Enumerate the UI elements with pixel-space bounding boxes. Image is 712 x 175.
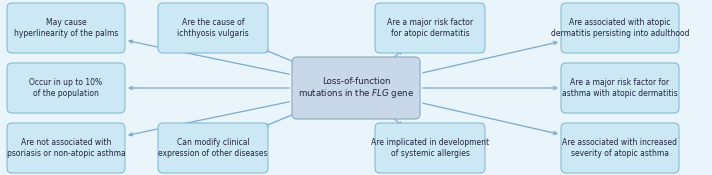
Text: Are associated with increased
severity of atopic asthma: Are associated with increased severity o… <box>562 138 678 158</box>
FancyBboxPatch shape <box>158 123 268 173</box>
FancyBboxPatch shape <box>561 63 679 113</box>
Text: May cause
hyperlinearity of the palms: May cause hyperlinearity of the palms <box>14 18 118 38</box>
Text: Are associated with atopic
dermatitis persisting into adulthood: Are associated with atopic dermatitis pe… <box>551 18 689 38</box>
FancyBboxPatch shape <box>158 3 268 53</box>
FancyBboxPatch shape <box>7 123 125 173</box>
Text: mutations in the $\it{FLG}$ gene: mutations in the $\it{FLG}$ gene <box>298 88 414 100</box>
Text: Are a major risk factor
for atopic dermatitis: Are a major risk factor for atopic derma… <box>387 18 473 38</box>
Text: Can modify clinical
expression of other diseases: Can modify clinical expression of other … <box>158 138 268 158</box>
Text: Are a major risk factor for
asthma with atopic dermatitis: Are a major risk factor for asthma with … <box>562 78 678 98</box>
FancyBboxPatch shape <box>292 57 420 119</box>
Text: Are not associated with
psoriasis or non-atopic asthma: Are not associated with psoriasis or non… <box>6 138 125 158</box>
FancyBboxPatch shape <box>561 3 679 53</box>
FancyBboxPatch shape <box>375 123 485 173</box>
FancyBboxPatch shape <box>7 63 125 113</box>
Text: Loss-of-function: Loss-of-function <box>322 78 390 86</box>
Text: Occur in up to 10%
of the population: Occur in up to 10% of the population <box>29 78 103 98</box>
Text: Are implicated in development
of systemic allergies: Are implicated in development of systemi… <box>371 138 489 158</box>
Text: Are the cause of
ichthyosis vulgaris: Are the cause of ichthyosis vulgaris <box>177 18 249 38</box>
FancyBboxPatch shape <box>7 3 125 53</box>
FancyBboxPatch shape <box>375 3 485 53</box>
FancyBboxPatch shape <box>561 123 679 173</box>
